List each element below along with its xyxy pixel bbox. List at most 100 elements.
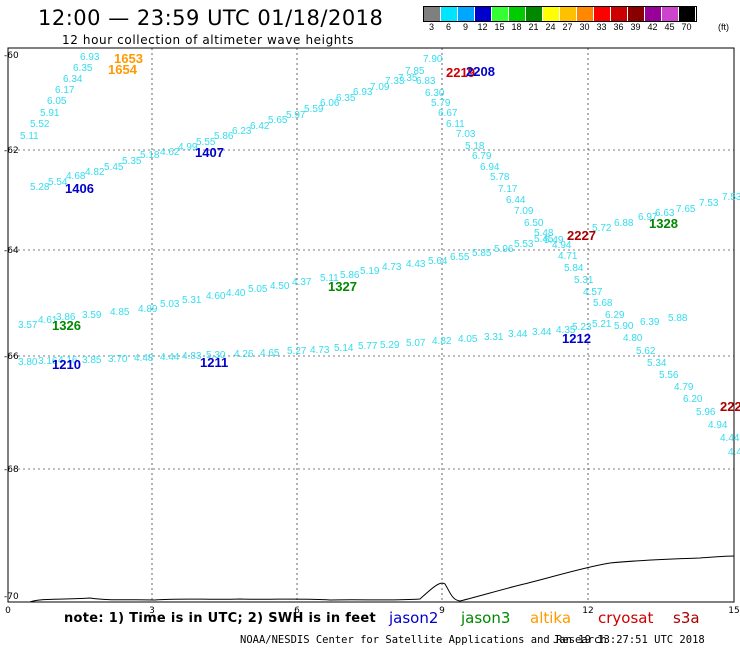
wave-height-value: 5.68 [593, 298, 613, 309]
colorbar-swatch [679, 7, 696, 21]
x-tick-label: 12 [582, 606, 593, 616]
wave-height-value: 6.42 [250, 121, 270, 132]
colorbar-label: 12 [477, 22, 488, 32]
wave-height-value: 4.89 [138, 304, 158, 315]
wave-height-value: 3.57 [18, 320, 38, 331]
colorbar-label: 18 [511, 22, 522, 32]
pass-time-label: 1211 [200, 355, 228, 370]
y-tick-label: -70 [4, 592, 19, 602]
wave-height-value: 5.59 [304, 104, 324, 115]
wave-height-value: 4.82 [432, 336, 452, 347]
wave-height-value: 6.55 [450, 252, 470, 263]
wave-height-value: 5.23 [572, 322, 592, 333]
wave-height-value: 5.07 [406, 338, 426, 349]
wave-height-value: 3.59 [82, 310, 102, 321]
wave-height-value: 6.83 [416, 76, 436, 87]
wave-height-value: 6.34 [63, 74, 83, 85]
wave-height-value: 4.37 [292, 277, 312, 288]
wave-height-value: 5.88 [668, 313, 688, 324]
wave-height-value: 3.44 [508, 329, 528, 340]
colorbar-label: 21 [528, 22, 539, 32]
footer-credit: NOAA/NESDIS Center for Satellite Applica… [240, 634, 607, 646]
footer-timestamp: Jan 19 13:27:51 UTC 2018 [553, 634, 705, 646]
wave-height-value: 4.61 [38, 315, 58, 326]
wave-height-value: 4.79 [674, 382, 694, 393]
map-frame [7, 47, 735, 603]
colorbar-label: 70 [681, 22, 692, 32]
wave-height-value: 4.4 [728, 447, 740, 458]
wave-height-value: 5.53 [514, 239, 534, 250]
antarctic-coastline [29, 555, 735, 603]
wave-height-value: 5.86 [214, 131, 234, 142]
wave-height-value: 7.85 [405, 66, 425, 77]
wave-height-value: 4.40 [226, 288, 246, 299]
wave-height-value: 5.34 [647, 358, 667, 369]
colorbar-label: 3 [428, 22, 434, 32]
wave-height-value: 5.56 [659, 370, 679, 381]
longitude-gridlines [151, 48, 589, 602]
wave-height-value: 5.84 [564, 263, 584, 274]
pass-time-label: 1327 [328, 279, 357, 294]
wave-height-value: 5.45 [534, 234, 554, 245]
wave-height-value: 5.35 [122, 156, 142, 167]
colorbar-label: 36 [613, 22, 624, 32]
wave-height-value: 6.50 [524, 218, 544, 229]
colorbar-label: 15 [494, 22, 505, 32]
wave-height-value: 6.30 [425, 88, 445, 99]
wave-height-value: 3.86 [56, 312, 76, 323]
colorbar-unit: (ft) [718, 22, 729, 32]
wave-height-value: 4.26 [234, 349, 254, 360]
wave-height-value: 5.62 [636, 346, 656, 357]
map-subtitle: 12 hour collection of altimeter wave hei… [62, 33, 355, 47]
wave-height-value: 7.17 [498, 184, 518, 195]
wave-height-value: 4.71 [558, 251, 578, 262]
colorbar-swatch [645, 7, 662, 21]
wave-height-value: 5.77 [358, 341, 378, 352]
wave-height-value: 5.18 [140, 150, 160, 161]
y-tick-label: -66 [4, 352, 19, 362]
wave-height-value: 5.14 [334, 343, 354, 354]
wave-height-value: 4.94 [552, 240, 572, 251]
colorbar-swatch [543, 7, 560, 21]
colorbar-label: 39 [630, 22, 641, 32]
wave-height-value: 4.82 [85, 167, 105, 178]
pass-time-label: 2219 [446, 65, 475, 80]
track-values: 5.115.525.916.056.176.346.356.935.285.54… [18, 52, 740, 458]
wave-height-value: 6.35 [336, 93, 356, 104]
pass-time-label: 222 [720, 399, 740, 414]
wave-height-value: 5.31 [574, 275, 594, 286]
wave-height-value: 7.09 [370, 82, 390, 93]
wave-height-value: 7.03 [456, 129, 476, 140]
wave-height-value: 5.28 [30, 182, 50, 193]
wave-height-value: 6.44 [506, 195, 526, 206]
wave-height-value: 5.52 [30, 119, 50, 130]
axis-tick-labels: 0 3 6 9 12 15 -60 -62 -64 -66 -68 -70 [4, 51, 740, 616]
colorbar-label: 45 [664, 22, 675, 32]
colorbar-swatch [611, 7, 628, 21]
satellite-legend-altika: altika [530, 609, 572, 627]
wave-height-value: 7.53 [722, 192, 740, 203]
colorbar-swatch [509, 7, 526, 21]
wave-height-value: 5.65 [268, 115, 288, 126]
wave-height-value: 3.44 [532, 327, 552, 338]
wave-height-value: 6.79 [472, 151, 492, 162]
wave-height-value: 5.72 [592, 223, 612, 234]
colorbar-label: 9 [462, 22, 468, 32]
colorbar-swatch [475, 7, 492, 21]
wave-height-value: 4.83 [182, 351, 202, 362]
colorbar-swatch [492, 7, 509, 21]
wave-height-value: 7.09 [514, 206, 534, 217]
wave-height-value: 7.35 [398, 73, 418, 84]
wave-height-value: 6.67 [438, 108, 458, 119]
wave-height-value: 5.97 [286, 110, 306, 121]
wave-height-value: 5.03 [160, 299, 180, 310]
colorbar-swatch [594, 7, 611, 21]
wave-height-value: 3.85 [82, 355, 102, 366]
wave-height-value: 7.53 [699, 198, 719, 209]
colorbar-swatch [441, 7, 458, 21]
wave-height-value: 5.29 [380, 340, 400, 351]
wave-height-value: 6.29 [605, 310, 625, 321]
wave-height-value: 6.63 [655, 208, 675, 219]
